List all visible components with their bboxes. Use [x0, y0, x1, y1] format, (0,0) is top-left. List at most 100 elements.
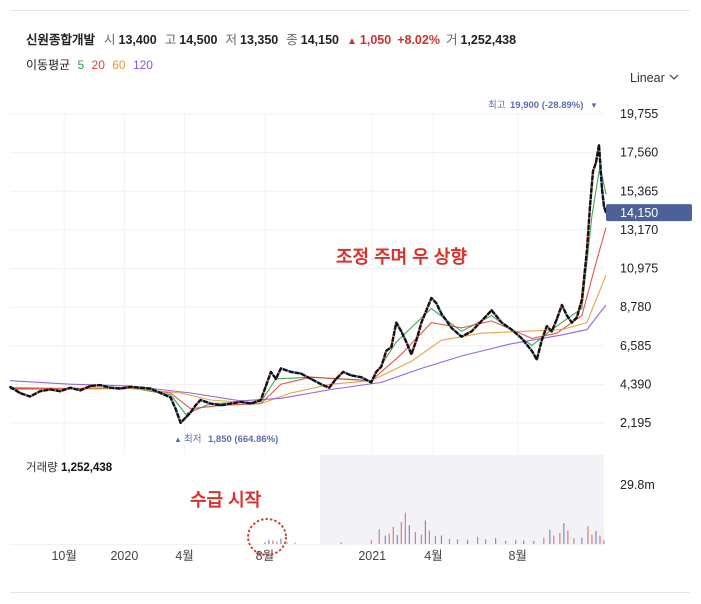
high-label: 고 [164, 33, 177, 47]
volume-panel [10, 455, 604, 544]
volume-bar [404, 512, 406, 544]
price-point [189, 411, 192, 414]
price-point [199, 399, 202, 401]
low-marker-label: 최저 [184, 434, 201, 445]
x-tick-label: 2021 [358, 549, 386, 563]
price-point [510, 328, 513, 331]
x-tick-label: 4월 [175, 549, 193, 563]
volume-bar [396, 535, 398, 544]
volume-bar [466, 539, 469, 544]
price-point [342, 370, 345, 373]
scale-selector[interactable]: Linear [630, 71, 679, 85]
volume-bar [264, 542, 266, 544]
volume-axis-tick: 29.8m [620, 478, 655, 492]
volume-bar [272, 540, 274, 544]
price-point [375, 370, 378, 373]
volume-current-value: 1,252,438 [61, 462, 113, 474]
price-point [410, 353, 413, 356]
volume-bar [599, 535, 601, 544]
volume-bar [276, 541, 278, 544]
price-point [109, 386, 112, 389]
price-point [370, 381, 373, 384]
y-tick-label: 15,365 [620, 184, 658, 198]
price-point [9, 385, 11, 388]
volume-bar [567, 530, 569, 544]
y-tick-label: 4,390 [620, 377, 651, 391]
volume-bar [434, 536, 437, 544]
price-point [450, 326, 453, 329]
price-point [159, 392, 162, 394]
volume-bar [414, 531, 416, 544]
quote-header: 신원종합개발 시 13,400 고 14,500 저 13,350 종 14,1… [26, 29, 524, 48]
price-point [550, 330, 553, 333]
price-point [390, 346, 393, 349]
volume-bar [553, 535, 555, 544]
price-point [335, 378, 337, 380]
price-point [259, 399, 262, 401]
ma-20-label[interactable]: 20 [91, 58, 105, 72]
volume-value: 1,252,438 [460, 33, 517, 47]
open-price: 13,400 [118, 33, 157, 47]
bottom-divider [10, 592, 690, 593]
y-tick-label: 2,195 [620, 416, 651, 430]
moving-average-label: 이동평균 [26, 58, 71, 72]
x-tick-label: 8월 [256, 549, 274, 563]
price-point [269, 370, 272, 373]
volume-bar [400, 522, 402, 544]
price-point [570, 321, 573, 324]
volume-bar [495, 538, 497, 544]
price-point [350, 374, 353, 377]
open-label: 시 [104, 33, 116, 47]
price-point [169, 396, 172, 399]
price-point [99, 384, 102, 386]
low-price: 13,350 [240, 33, 279, 47]
price-point [209, 402, 212, 405]
annotation-supply-start: 수급 시작 [190, 490, 262, 510]
ma-5-label[interactable]: 5 [77, 58, 85, 72]
price-point [415, 339, 418, 342]
price-point [320, 383, 322, 386]
volume-bars [264, 512, 605, 544]
price-point [425, 309, 428, 312]
price-point [219, 404, 222, 407]
y-axis-ticks: 19,755 17,560 15,365 13,170 10,975 8,780 6,585… [620, 107, 658, 430]
price-point [194, 404, 197, 407]
x-tick-label: 10월 [51, 549, 76, 563]
price-point [470, 330, 473, 333]
up-arrow-icon: ▲ [347, 36, 357, 47]
close-label: 종 [286, 33, 298, 47]
high-marker: 최고 19,900 (-28.89%) ▼ [488, 100, 598, 111]
current-price-value: 14,150 [620, 206, 658, 220]
volume-bar [476, 536, 479, 544]
volume-bar [370, 540, 372, 544]
current-price-tag-background [606, 204, 692, 222]
price-point [581, 298, 583, 301]
volume-bar [549, 529, 551, 544]
volume-bar [286, 542, 288, 544]
volume-bar [533, 540, 535, 544]
price-point [139, 386, 142, 389]
volume-bar [603, 540, 605, 544]
price-point [540, 339, 543, 342]
price-point [79, 389, 82, 392]
volume-label: 거래량 [26, 461, 58, 474]
high-marker-value: 19,900 (-28.89%) [510, 100, 583, 111]
y-tick-label: 13,170 [620, 223, 658, 237]
ma-60-label[interactable]: 60 [112, 58, 126, 72]
y-tick-label: 6,585 [620, 339, 651, 353]
price-point [29, 395, 31, 398]
price-point [229, 402, 232, 405]
volume-bar [424, 520, 426, 544]
ma-120-label[interactable]: 120 [132, 58, 153, 72]
price-point [405, 341, 408, 343]
price-point [603, 205, 605, 208]
price-point [545, 325, 548, 328]
current-price-tag: 14,150 [606, 204, 692, 222]
price-point [565, 314, 568, 317]
volume-bar [573, 538, 575, 544]
price-point [500, 321, 503, 324]
x-tick-label: 4월 [424, 549, 442, 563]
volume-bar [388, 533, 390, 544]
price-point [598, 143, 600, 146]
